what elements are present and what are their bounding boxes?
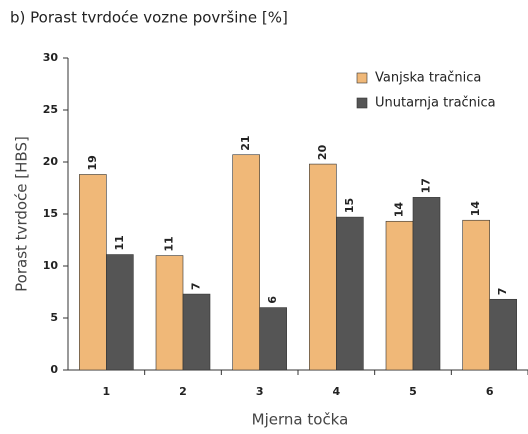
y-tick-label: 25 [43, 103, 58, 116]
bar [489, 298, 517, 371]
value-label: 7 [496, 288, 509, 296]
x-tick-label: 1 [103, 385, 111, 398]
value-label: 7 [190, 282, 203, 290]
value-label: 6 [266, 296, 279, 304]
y-axis-label: Porast tvrdoće [HBS] [13, 136, 31, 292]
value-label: 11 [163, 236, 176, 251]
value-label: 14 [469, 201, 482, 217]
chart-title: b) Porast tvrdoće vozne površine [%] [10, 9, 288, 27]
value-label: 14 [393, 202, 406, 218]
bar [462, 219, 490, 371]
bar [412, 197, 441, 371]
value-label: 19 [86, 155, 99, 170]
value-label: 21 [239, 135, 252, 150]
bar [79, 174, 107, 371]
y-tick-label: 20 [43, 155, 59, 168]
y-tick-label: 30 [43, 51, 59, 64]
bar [106, 254, 134, 371]
y-tick-label: 10 [43, 259, 59, 272]
y-tick-label: 15 [43, 207, 58, 220]
y-tick-label: 0 [50, 363, 58, 376]
value-label: 11 [113, 235, 126, 250]
x-tick-label: 2 [179, 385, 187, 398]
bar [259, 307, 287, 371]
legend-label: Vanjska tračnica [375, 71, 481, 86]
x-tick-label: 4 [333, 385, 341, 398]
x-tick-label: 5 [409, 385, 417, 398]
bar [232, 154, 260, 371]
legend-label: Unutarnja tračnica [375, 96, 496, 111]
value-label: 20 [316, 144, 329, 160]
bar [309, 163, 337, 371]
x-axis-label: Mjerna točka [252, 411, 349, 429]
x-tick-label: 6 [486, 385, 494, 398]
legend-swatch [356, 72, 368, 84]
legend-swatch [356, 97, 368, 109]
y-tick-label: 5 [50, 311, 58, 324]
bar [155, 255, 184, 371]
bar [182, 293, 211, 371]
bar [336, 216, 364, 371]
value-label: 17 [420, 178, 433, 193]
value-label: 15 [343, 198, 356, 213]
bar [385, 220, 414, 371]
x-tick-label: 3 [256, 385, 264, 398]
